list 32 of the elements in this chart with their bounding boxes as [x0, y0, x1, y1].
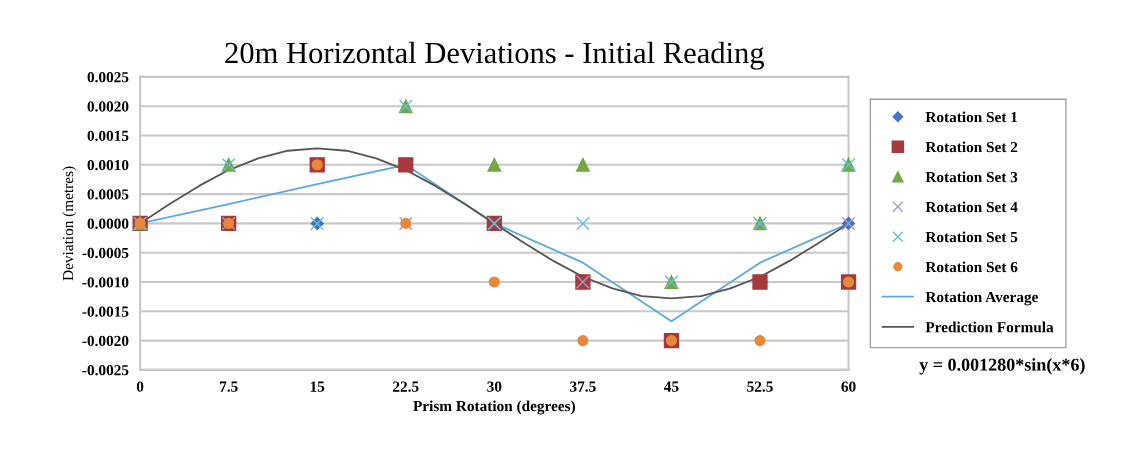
legend-label: Rotation Set 1	[925, 111, 1018, 123]
x-tick-label: 30	[487, 381, 502, 392]
x-tick-label: 15	[310, 381, 325, 392]
legend-label: Prediction Formula	[925, 321, 1054, 333]
y-axis-title: Deviation (metres)	[62, 166, 77, 281]
y-tick-label: 0.0005	[87, 189, 129, 200]
x-tick-label: 45	[664, 381, 679, 392]
text: y = 0.001280*sin(x*6)	[919, 358, 1085, 375]
x-tick-label: 22.5	[393, 381, 419, 392]
y-tick-label: 0.0025	[87, 72, 129, 83]
y-tick-label: -0.0015	[82, 306, 129, 317]
y-tick-label: -0.0025	[82, 365, 129, 376]
x-tick-label: 7.5	[219, 381, 238, 392]
x-tick-label: 37.5	[570, 381, 596, 392]
y-tick-label: -0.0010	[82, 277, 129, 288]
legend-label: Rotation Set 2	[925, 141, 1018, 153]
legend-label: Rotation Set 5	[925, 231, 1018, 243]
y-tick-label: 0.0000	[87, 218, 129, 229]
y-tick-label: -0.0020	[82, 335, 129, 347]
legend-label: Rotation Average	[925, 291, 1038, 306]
x-tick-label: 52.5	[747, 381, 773, 392]
legend-label: Rotation Set 3	[925, 171, 1018, 183]
x-tick-label: 60	[841, 381, 856, 392]
x-tick-label: 0	[136, 381, 144, 392]
y-tick-label: -0.0005	[82, 247, 129, 259]
y-tick-label: 0.0010	[87, 159, 129, 171]
legend-label: Rotation Set 6	[925, 261, 1018, 273]
legend-label: Rotation Set 4	[925, 201, 1018, 213]
y-tick-label: 0.0020	[87, 101, 129, 112]
x-axis-title: Prism Rotation (degrees)	[413, 400, 575, 415]
y-tick-label: 0.0015	[87, 130, 129, 142]
chart-title: 20m Horizontal Deviations - Initial Reading	[225, 41, 765, 70]
